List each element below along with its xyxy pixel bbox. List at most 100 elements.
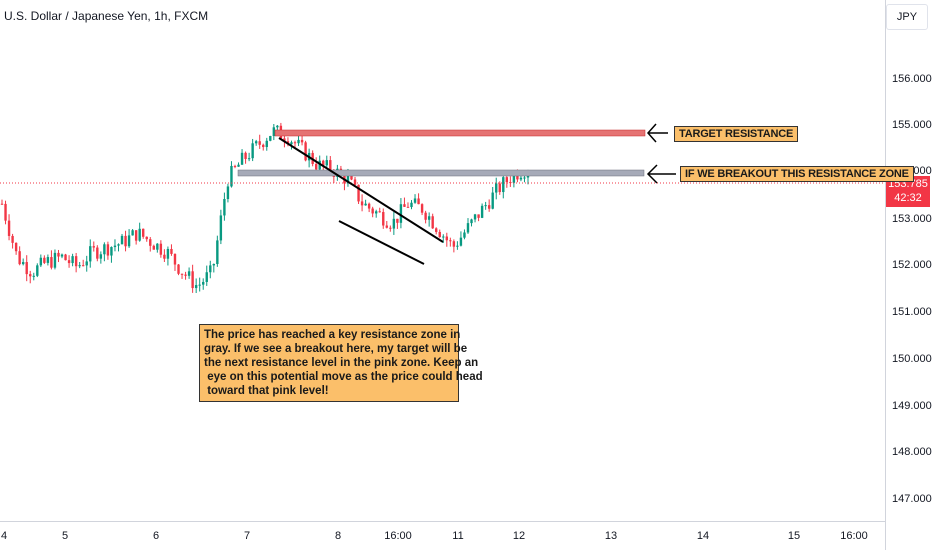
candle-body — [240, 152, 244, 165]
candle-body — [127, 235, 131, 247]
candle-body — [53, 252, 57, 268]
candle-body — [477, 214, 480, 218]
y-tick: 155.000 — [892, 119, 932, 131]
candle-body — [138, 228, 141, 241]
candle-body — [244, 152, 247, 159]
candle-body — [230, 165, 233, 187]
y-tick: 149.000 — [892, 400, 932, 412]
candle-body — [283, 138, 286, 142]
candle-body — [519, 177, 523, 180]
candle-body — [262, 144, 265, 148]
y-tick: 153.000 — [892, 213, 932, 225]
analysis-note[interactable]: The price has reached a key resistance z… — [199, 324, 483, 402]
x-tick: 16:00 — [840, 530, 868, 542]
candle-body — [459, 237, 463, 246]
candle-body — [0, 203, 4, 205]
candle-body — [360, 201, 364, 206]
candle-body — [205, 272, 208, 282]
y-tick: 148.000 — [892, 446, 932, 458]
candle-body — [106, 244, 110, 256]
candle-body — [265, 140, 268, 148]
candle-body — [131, 230, 134, 236]
candle-body — [180, 273, 184, 275]
target-resistance-label[interactable]: TARGET RESISTANCE — [674, 126, 799, 142]
candle-body — [505, 177, 509, 183]
candle-body — [71, 256, 74, 264]
bar-countdown: 42:32 — [894, 192, 922, 204]
candle-body — [209, 265, 212, 273]
x-tick: 16:00 — [384, 530, 412, 542]
candle-body — [219, 215, 223, 241]
candle-body — [417, 198, 420, 205]
candle-body — [99, 254, 103, 259]
candle-body — [64, 254, 67, 261]
candle-body — [46, 257, 50, 263]
candle-body — [364, 203, 367, 206]
candle-body — [89, 246, 92, 262]
candle-body — [371, 208, 374, 214]
candle-body — [120, 235, 124, 245]
candle-body — [445, 236, 449, 241]
candle-body — [314, 163, 318, 170]
candle-body — [487, 205, 491, 209]
note-line: eye on this potential move as the price … — [204, 371, 483, 383]
price-axis-divider — [885, 0, 886, 550]
wedge-lower-line[interactable] — [338, 220, 425, 265]
candle-body — [502, 177, 505, 193]
candle-body — [74, 256, 78, 267]
candle-body — [304, 142, 307, 161]
candle-body — [194, 285, 198, 289]
candle-body — [463, 232, 466, 238]
currency-button[interactable]: JPY — [886, 4, 928, 30]
y-tick: 150.000 — [892, 353, 932, 365]
candle-body — [159, 243, 163, 255]
candle-body — [456, 245, 459, 247]
note-line: The price has reached a key resistance z… — [204, 329, 461, 341]
candle-body — [67, 260, 71, 264]
candle-body — [110, 247, 113, 256]
candle-body — [424, 212, 427, 220]
candle-body — [293, 142, 297, 144]
candle-body — [103, 244, 106, 255]
candle-body — [166, 248, 170, 259]
target-resistance-zone[interactable] — [274, 129, 646, 137]
candle-body — [163, 254, 166, 259]
x-tick: 5 — [61, 530, 69, 542]
candle-body — [25, 262, 28, 275]
candle-body — [198, 284, 201, 286]
candle-body — [427, 216, 431, 220]
candle-body — [498, 183, 501, 193]
wedge-upper-line[interactable] — [278, 137, 444, 243]
candle-body — [18, 251, 21, 265]
candle-body — [142, 228, 145, 237]
candle-body — [170, 248, 173, 254]
note-line: toward that pink level! — [204, 385, 329, 397]
candle-body — [413, 198, 417, 203]
breakout-zone-label[interactable]: IF WE BREAKOUT THIS RESISTANCE ZONE — [680, 166, 914, 182]
candle-body — [124, 235, 127, 247]
candle-body — [251, 143, 254, 159]
candle-body — [466, 223, 470, 233]
candle-body — [392, 218, 396, 229]
candle-body — [187, 271, 191, 276]
x-tick: 12 — [512, 530, 526, 542]
candle-body — [290, 142, 293, 145]
candle-body — [318, 160, 321, 170]
candle-body — [36, 265, 39, 276]
candle-body — [117, 244, 120, 246]
candle-body — [223, 199, 226, 216]
candle-body — [226, 186, 230, 200]
candle-body — [297, 139, 300, 144]
candle-body — [177, 264, 180, 274]
candle-body — [81, 265, 85, 267]
breakout-resistance-zone[interactable] — [237, 169, 645, 177]
candle-body — [149, 239, 152, 246]
candle-body — [473, 214, 477, 220]
x-tick: 11 — [452, 530, 464, 542]
note-line: gray. If we see a breakout here, my targ… — [204, 343, 468, 355]
candle-body — [272, 127, 276, 137]
x-tick: 8 — [334, 530, 342, 542]
candle-body — [113, 245, 117, 248]
candle-body — [495, 183, 498, 193]
